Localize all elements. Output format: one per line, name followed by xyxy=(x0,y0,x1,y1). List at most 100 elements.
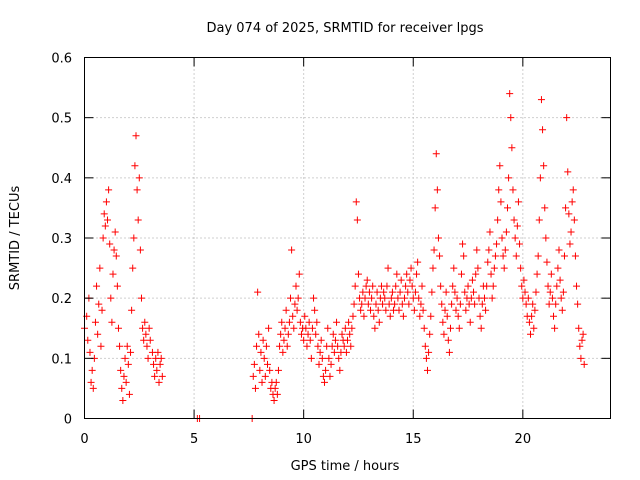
data-point xyxy=(320,378,328,386)
data-point xyxy=(468,276,476,284)
data-point xyxy=(534,252,542,260)
data-point xyxy=(135,174,143,182)
data-point xyxy=(444,336,452,344)
data-point xyxy=(511,234,519,242)
data-point xyxy=(421,342,429,350)
data-point xyxy=(381,294,389,302)
data-point xyxy=(384,264,392,272)
data-point xyxy=(98,306,106,314)
data-point xyxy=(96,264,104,272)
data-point xyxy=(279,348,287,356)
data-point xyxy=(467,294,475,302)
data-point xyxy=(568,198,576,206)
data-point xyxy=(113,282,121,290)
data-point xyxy=(287,294,295,302)
data-point xyxy=(560,252,568,260)
data-point xyxy=(452,306,460,314)
data-point xyxy=(310,294,318,302)
data-point xyxy=(128,306,136,314)
data-point xyxy=(470,288,478,296)
data-point xyxy=(363,276,371,284)
data-point xyxy=(89,384,97,392)
x-tick-label: 10 xyxy=(295,432,312,447)
data-point xyxy=(506,90,514,98)
data-point xyxy=(155,378,163,386)
data-point xyxy=(408,282,416,290)
data-point xyxy=(545,300,553,308)
data-point xyxy=(471,300,479,308)
y-tick-label: 0.3 xyxy=(51,232,72,247)
data-point xyxy=(512,252,520,260)
data-point xyxy=(472,270,480,278)
data-point xyxy=(118,384,126,392)
data-point xyxy=(419,306,427,314)
data-point xyxy=(367,306,375,314)
data-point xyxy=(101,222,109,230)
x-axis-label: GPS time / hours xyxy=(291,459,400,474)
data-point xyxy=(577,354,585,362)
data-point xyxy=(439,318,447,326)
data-point xyxy=(256,366,264,374)
data-point xyxy=(333,318,341,326)
data-point xyxy=(483,282,491,290)
data-point xyxy=(108,318,116,326)
data-point xyxy=(430,246,438,254)
data-point xyxy=(335,354,343,362)
data-point xyxy=(120,372,128,380)
data-point xyxy=(114,324,122,332)
data-point xyxy=(562,204,570,212)
data-point xyxy=(450,264,458,272)
data-point xyxy=(544,282,552,290)
data-point xyxy=(573,282,581,290)
data-point xyxy=(565,210,573,218)
data-point xyxy=(250,360,258,368)
data-point xyxy=(453,294,461,302)
data-point xyxy=(294,294,302,302)
data-point xyxy=(365,288,373,296)
data-point xyxy=(353,216,361,224)
data-point xyxy=(116,342,124,350)
data-point xyxy=(346,330,354,338)
data-point xyxy=(251,384,259,392)
data-point xyxy=(380,288,388,296)
data-point xyxy=(344,336,351,344)
data-point xyxy=(382,306,390,314)
data-point xyxy=(428,288,436,296)
data-point xyxy=(145,324,153,332)
data-point xyxy=(123,342,131,350)
data-point xyxy=(516,240,524,248)
data-point xyxy=(539,126,547,134)
data-point xyxy=(84,336,92,344)
data-point xyxy=(395,306,403,314)
data-point xyxy=(407,264,415,272)
data-point xyxy=(566,240,574,248)
data-point xyxy=(417,300,425,308)
data-point xyxy=(396,288,404,296)
data-point xyxy=(99,234,107,242)
data-point xyxy=(295,270,303,278)
data-point xyxy=(559,288,567,296)
data-point xyxy=(392,282,400,290)
data-point xyxy=(517,264,525,272)
data-point xyxy=(464,282,472,290)
data-point xyxy=(375,318,383,326)
data-point xyxy=(124,360,132,368)
data-point xyxy=(139,324,147,332)
data-point xyxy=(291,300,299,308)
data-point xyxy=(426,330,434,338)
data-point xyxy=(502,228,510,236)
data-point xyxy=(260,354,268,362)
chart-title: Day 074 of 2025, SRMTID for receiver lpg… xyxy=(206,21,483,36)
data-point xyxy=(261,372,269,380)
data-point xyxy=(552,300,560,308)
data-point xyxy=(578,336,586,344)
data-point xyxy=(520,276,528,284)
data-point xyxy=(325,354,333,362)
data-point xyxy=(536,174,544,182)
data-point xyxy=(134,216,142,224)
data-point xyxy=(285,318,293,326)
data-point xyxy=(443,312,451,320)
data-point xyxy=(303,342,311,350)
data-point xyxy=(427,312,435,320)
